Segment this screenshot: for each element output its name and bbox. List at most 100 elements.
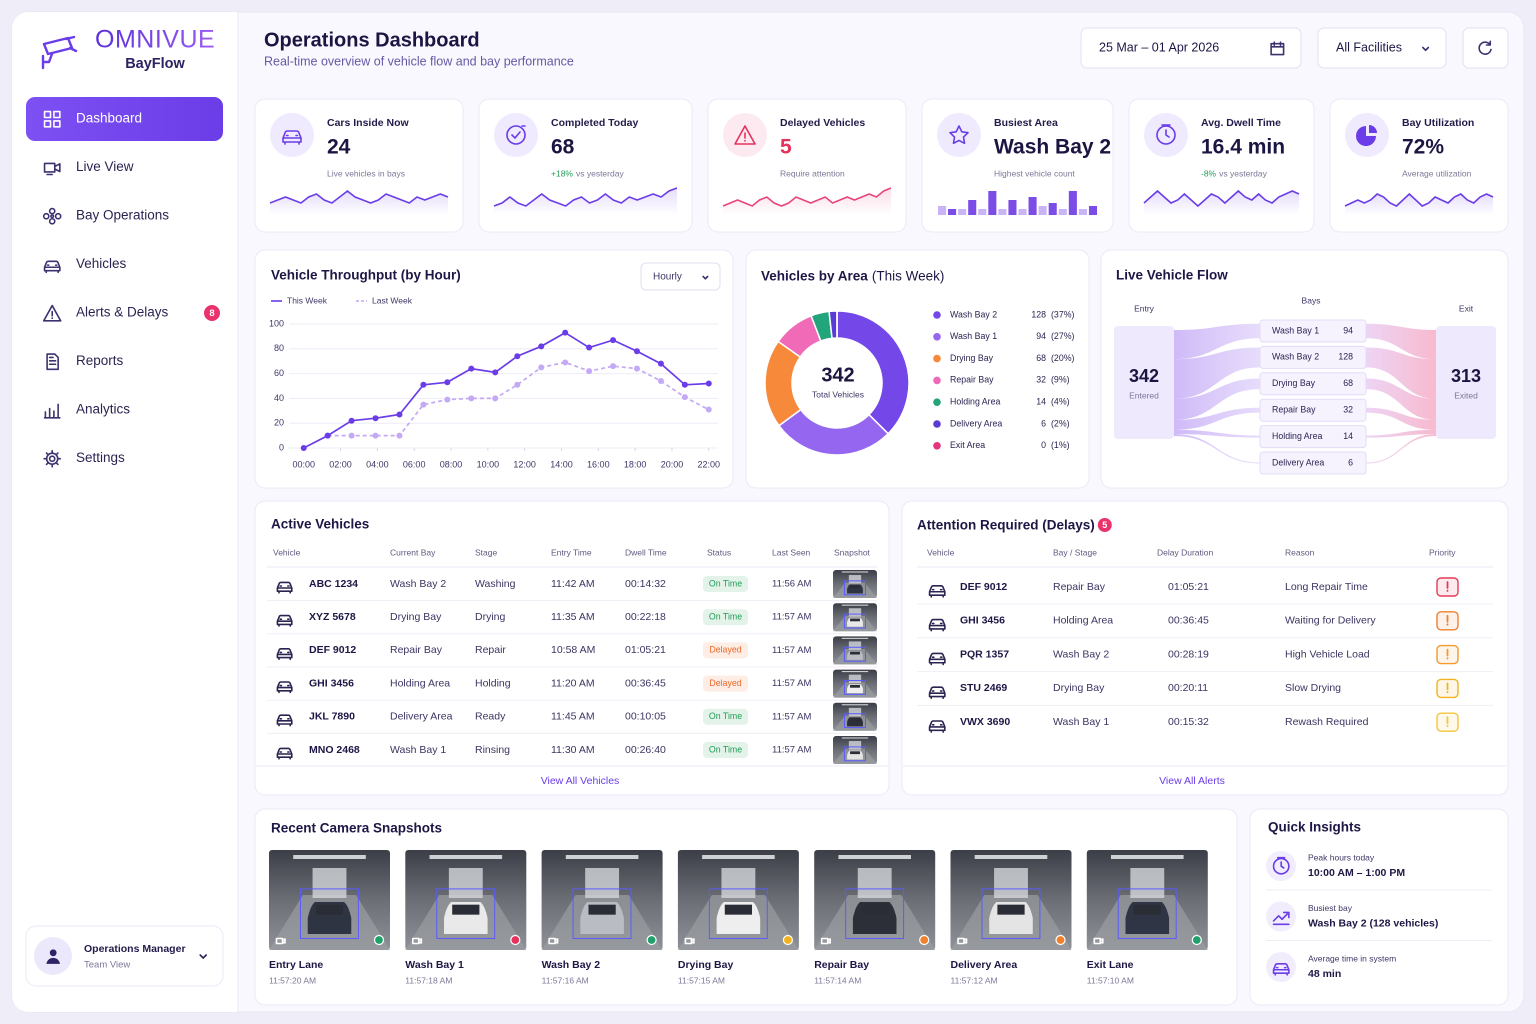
alerts-card — [901, 500, 1509, 796]
cell: 11:57 AM — [772, 711, 812, 722]
flow-exited: 313 — [1451, 366, 1481, 386]
line-point — [444, 379, 451, 386]
flow-bay-name: Wash Bay 1 — [1272, 325, 1319, 335]
vehicle-plate[interactable]: JKL 7890 — [309, 711, 355, 723]
vehicle-plate[interactable]: MNO 2468 — [309, 744, 360, 756]
line-series — [303, 331, 709, 449]
view-all-vehicles[interactable]: View All Vehicles — [541, 775, 620, 787]
cell: Repair Bay — [1053, 581, 1106, 593]
photo-detection — [843, 646, 867, 662]
flow-ribbon-in — [1174, 429, 1260, 438]
legend-label: Repair Bay — [950, 375, 994, 385]
nav-item[interactable]: Settings — [76, 450, 125, 465]
camera-snapshot[interactable] — [677, 850, 799, 950]
vehicle-plate[interactable]: STU 2469 — [960, 682, 1007, 694]
camera-icon — [549, 939, 558, 944]
date-picker[interactable] — [1080, 27, 1302, 69]
camera-snapshot[interactable] — [1086, 850, 1208, 950]
date-range[interactable]: 25 Mar – 01 Apr 2026 — [1099, 40, 1219, 54]
nav-item[interactable]: Vehicles — [76, 256, 127, 271]
camera-snapshot[interactable] — [541, 850, 663, 950]
sparkline-bar — [938, 206, 947, 215]
sparkline-bar — [978, 209, 987, 215]
column-header: Current Bay — [390, 547, 436, 557]
vehicle-plate[interactable]: VWX 3690 — [960, 716, 1010, 728]
user-card[interactable] — [25, 925, 224, 987]
snapshot-time: 11:57:14 AM — [814, 975, 861, 985]
vehicle-icon — [930, 586, 945, 597]
photo-door — [848, 674, 862, 684]
interval-select[interactable] — [640, 262, 721, 291]
nav-active-bg[interactable] — [26, 97, 223, 141]
vehicle-plate[interactable]: GHI 3456 — [960, 615, 1005, 627]
nav-item[interactable]: Dashboard — [76, 111, 142, 126]
legend-share: (9%) — [1051, 375, 1070, 385]
vehicle-plate[interactable]: GHI 3456 — [309, 677, 354, 689]
status-dot — [510, 934, 521, 946]
sidebar — [12, 12, 238, 1012]
camera-snapshot[interactable] — [950, 850, 1072, 950]
vehicle-plate[interactable]: PQR 1357 — [960, 648, 1009, 660]
cell: Holding Area — [390, 677, 450, 689]
photo-detection — [843, 580, 867, 596]
snapshot-time: 11:57:10 AM — [1087, 975, 1134, 985]
flow-entered: 342 — [1129, 366, 1159, 386]
interval-label[interactable]: Hourly — [653, 272, 682, 283]
photo-windshield — [850, 751, 860, 755]
photo-windshield — [861, 904, 889, 915]
nav-icon — [44, 209, 61, 224]
photo-light — [841, 704, 869, 706]
status-pill — [703, 675, 748, 692]
photo-windshield — [850, 651, 860, 655]
line-point — [681, 394, 688, 401]
nav-item[interactable]: Reports — [76, 353, 124, 368]
cell: Holding Area — [1053, 615, 1113, 627]
refresh-button[interactable] — [1462, 27, 1509, 69]
view-all-alerts[interactable]: View All Alerts — [1159, 775, 1225, 787]
legend-value: 6 — [1041, 418, 1046, 428]
line-point — [492, 369, 499, 376]
snapshot-time: 11:57:12 AM — [951, 975, 998, 985]
nav-item[interactable]: Analytics — [76, 402, 130, 417]
column-header: Priority — [1429, 547, 1456, 557]
kpi-note: Require attention — [780, 168, 845, 178]
insight-value: 10:00 AM – 1:00 PM — [1308, 867, 1405, 879]
flow-bay-node — [1259, 372, 1367, 396]
vehicle-plate[interactable]: XYZ 5678 — [309, 611, 356, 623]
legend-label: Last Week — [372, 295, 413, 305]
line-point — [586, 344, 593, 351]
throughput-card — [254, 249, 734, 489]
vehicle-plate[interactable]: ABC 1234 — [309, 578, 358, 590]
insight-value: Wash Bay 2 (128 vehicles) — [1308, 917, 1438, 929]
line-point — [657, 378, 664, 385]
legend-value: 0 — [1041, 440, 1046, 450]
camera-snapshot[interactable] — [405, 850, 527, 950]
camera-snapshot[interactable] — [269, 850, 390, 950]
kpi-value: 5 — [780, 136, 792, 159]
nav-item[interactable]: Live View — [76, 159, 134, 174]
cell: Drying Bay — [390, 611, 442, 623]
status-dot — [919, 934, 930, 946]
photo-detection — [843, 679, 867, 695]
facility-select[interactable] — [1317, 27, 1447, 69]
sparkline-bar — [968, 200, 977, 215]
donut-segment — [836, 310, 910, 435]
nav-item[interactable]: Alerts & Delays — [76, 305, 169, 320]
flow-bay-value: 14 — [1343, 431, 1353, 441]
status-dot — [1055, 934, 1066, 946]
cell: Wash Bay 2 — [1053, 648, 1109, 660]
nav-item[interactable]: Bay Operations — [76, 208, 169, 223]
vehicle-plate[interactable]: DEF 9012 — [309, 644, 356, 656]
vehicle-plate[interactable]: DEF 9012 — [960, 581, 1007, 593]
snapshot-time: 11:57:20 AM — [269, 975, 316, 985]
cell: 11:57 AM — [772, 645, 812, 656]
camera-snapshot[interactable] — [814, 850, 936, 950]
snapshot-label: Entry Lane — [269, 959, 323, 971]
chart-subtitle: (This Week) — [872, 269, 945, 284]
flow-ribbon-out — [1366, 347, 1436, 399]
status-dot — [782, 934, 794, 946]
column-header: Status — [707, 547, 731, 557]
snapshot-label: Wash Bay 1 — [405, 959, 464, 971]
facility[interactable]: All Facilities — [1336, 40, 1402, 54]
flow-entry-node — [1114, 326, 1174, 439]
